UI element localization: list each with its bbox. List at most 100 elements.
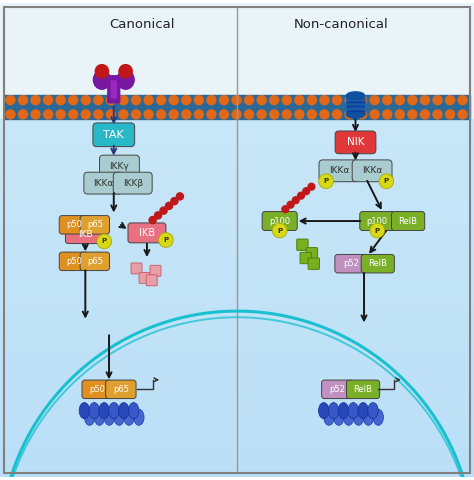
Circle shape <box>119 96 128 105</box>
Bar <box>0 346 474 349</box>
Ellipse shape <box>346 94 365 101</box>
Bar <box>0 167 474 170</box>
Bar <box>0 432 474 435</box>
Bar <box>0 241 474 244</box>
Ellipse shape <box>99 403 109 419</box>
Bar <box>0 474 474 477</box>
Circle shape <box>69 110 78 119</box>
Ellipse shape <box>348 403 358 419</box>
Circle shape <box>446 110 455 119</box>
Bar <box>0 256 474 259</box>
Bar <box>0 423 474 426</box>
FancyBboxPatch shape <box>107 75 120 104</box>
Ellipse shape <box>334 409 344 425</box>
Circle shape <box>257 110 266 119</box>
Bar <box>0 170 474 173</box>
Text: IKKγ: IKKγ <box>109 162 129 170</box>
Circle shape <box>6 110 15 119</box>
FancyBboxPatch shape <box>128 223 166 243</box>
Bar <box>0 134 474 137</box>
FancyBboxPatch shape <box>146 275 157 286</box>
FancyBboxPatch shape <box>262 212 297 230</box>
Circle shape <box>18 110 27 119</box>
Bar <box>0 322 474 325</box>
Bar <box>0 310 474 313</box>
Bar <box>0 289 474 292</box>
Circle shape <box>395 96 404 105</box>
Circle shape <box>446 96 455 105</box>
Ellipse shape <box>344 409 354 425</box>
Circle shape <box>107 110 116 119</box>
Ellipse shape <box>346 92 365 99</box>
Circle shape <box>320 96 329 105</box>
Circle shape <box>56 110 65 119</box>
Bar <box>0 140 474 143</box>
Circle shape <box>119 65 132 78</box>
FancyBboxPatch shape <box>297 239 308 251</box>
Circle shape <box>31 110 40 119</box>
Text: Non-canonical: Non-canonical <box>294 18 389 31</box>
Bar <box>0 435 474 438</box>
Bar <box>0 271 474 274</box>
Circle shape <box>345 110 354 119</box>
Bar <box>0 235 474 239</box>
Circle shape <box>207 110 216 119</box>
Text: p50: p50 <box>66 257 82 266</box>
Circle shape <box>420 110 429 119</box>
Bar <box>0 137 474 140</box>
Circle shape <box>283 96 291 105</box>
Bar <box>0 394 474 396</box>
Bar <box>0 182 474 185</box>
FancyBboxPatch shape <box>361 254 394 273</box>
Bar <box>0 200 474 203</box>
Ellipse shape <box>89 403 100 419</box>
Bar <box>0 185 474 188</box>
Circle shape <box>69 96 78 105</box>
FancyBboxPatch shape <box>306 248 318 259</box>
Bar <box>0 176 474 179</box>
Bar <box>0 283 474 286</box>
Ellipse shape <box>104 409 115 425</box>
Circle shape <box>408 110 417 119</box>
Circle shape <box>270 110 279 119</box>
Bar <box>0 441 474 444</box>
Circle shape <box>257 96 266 105</box>
Bar <box>0 298 474 301</box>
Circle shape <box>295 110 304 119</box>
Bar <box>0 411 474 414</box>
Bar <box>0 334 474 337</box>
Bar <box>0 387 474 391</box>
Bar <box>4 96 470 119</box>
Circle shape <box>308 96 317 105</box>
Circle shape <box>182 96 191 105</box>
Circle shape <box>97 234 112 249</box>
Circle shape <box>395 110 404 119</box>
Circle shape <box>303 188 310 194</box>
FancyBboxPatch shape <box>65 225 105 243</box>
Circle shape <box>383 110 392 119</box>
FancyBboxPatch shape <box>352 160 392 182</box>
Text: p65: p65 <box>113 385 129 394</box>
Circle shape <box>119 110 128 119</box>
Ellipse shape <box>124 409 134 425</box>
FancyBboxPatch shape <box>80 216 109 234</box>
Bar <box>0 319 474 322</box>
Circle shape <box>107 96 116 105</box>
Ellipse shape <box>79 403 90 419</box>
FancyBboxPatch shape <box>321 380 353 398</box>
Text: p52: p52 <box>343 259 359 268</box>
Circle shape <box>308 183 315 190</box>
Text: p65: p65 <box>87 220 103 229</box>
Circle shape <box>44 110 53 119</box>
Circle shape <box>319 174 333 189</box>
Circle shape <box>169 110 178 119</box>
Circle shape <box>282 206 289 213</box>
Text: p50: p50 <box>89 385 105 394</box>
Ellipse shape <box>118 403 129 419</box>
Circle shape <box>194 96 203 105</box>
FancyBboxPatch shape <box>300 252 311 264</box>
Text: RelB: RelB <box>399 216 418 226</box>
Text: P: P <box>102 239 107 244</box>
Bar <box>0 420 474 423</box>
Circle shape <box>95 65 109 78</box>
